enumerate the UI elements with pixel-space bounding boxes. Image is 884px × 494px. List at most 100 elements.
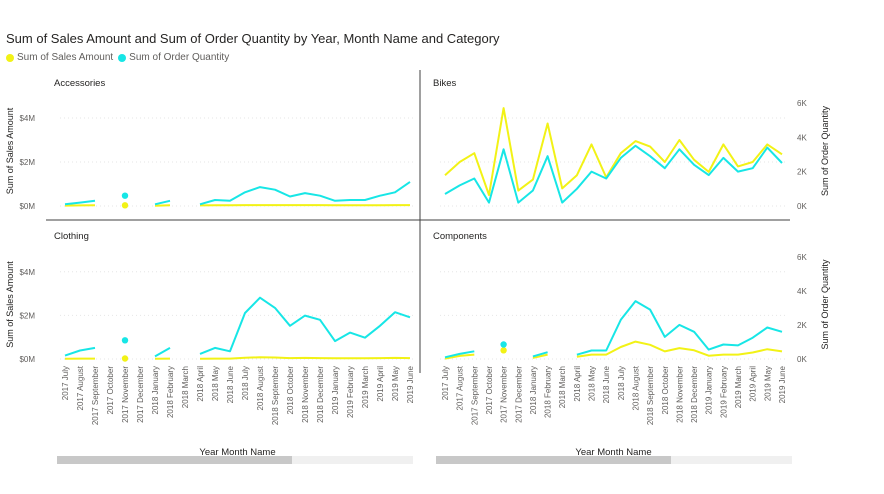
y-left-tick: $2M — [19, 158, 35, 167]
y-left-tick: $0M — [19, 355, 35, 364]
series-sales-bikes-line — [444, 107, 783, 196]
x-tick-label: 2018 August — [256, 365, 265, 410]
x-tick-label: 2018 March — [181, 366, 190, 408]
series-orders-clothing-line — [199, 296, 411, 355]
x-tick-label: 2018 October — [661, 366, 670, 415]
x-tick-label: 2019 January — [705, 366, 714, 414]
y-right-tick: 0K — [797, 355, 807, 364]
series-orders-components-line — [532, 351, 548, 358]
x-tick-label: 2017 October — [485, 366, 494, 415]
x-tick-label: 2017 August — [76, 365, 85, 410]
legend-label-orders: Sum of Order Quantity — [129, 52, 230, 63]
x-tick-label: 2019 January — [331, 366, 340, 414]
x-tick-label: 2019 April — [376, 366, 385, 402]
scrollbar-right[interactable] — [436, 456, 792, 464]
x-tick-label: 2019 June — [778, 365, 787, 403]
y-right-tick: 2K — [797, 321, 807, 330]
series-sales-components-line — [444, 353, 475, 360]
x-tick-label: 2017 September — [470, 366, 479, 425]
y-left-tick: $0M — [19, 202, 35, 211]
x-tick-label: 2018 February — [166, 366, 175, 418]
x-tick-label: 2018 May — [211, 366, 220, 401]
scrollbar-right-thumb[interactable] — [436, 456, 671, 464]
x-tick-label: 2017 November — [121, 366, 130, 423]
series-sales-components-line — [576, 340, 783, 358]
y-right-tick: 0K — [797, 202, 807, 211]
panel-title-accessories: Accessories — [54, 78, 105, 89]
y-right-tick: 6K — [797, 99, 807, 108]
series-orders-bikes-line — [444, 144, 783, 204]
series-sales-clothing-line — [199, 356, 411, 360]
legend: Sum of Sales Amount Sum of Order Quantit… — [6, 52, 234, 63]
x-tick-label: 2018 June — [226, 365, 235, 403]
x-tick-label: 2018 October — [286, 366, 295, 415]
x-tick-label: 2019 March — [734, 366, 743, 408]
x-tick-label: 2019 February — [346, 366, 355, 418]
y-left-axis-label: Sum of Sales Amount — [5, 107, 15, 194]
x-tick-label: 2017 October — [106, 366, 115, 415]
y-right-tick: 6K — [797, 253, 807, 262]
x-axis-label: Year Month Name — [575, 447, 651, 458]
x-tick-label: 2017 November — [500, 366, 509, 423]
scrollbar-left-thumb[interactable] — [57, 456, 292, 464]
x-tick-label: 2018 January — [529, 366, 538, 414]
x-tick-label: 2018 January — [151, 366, 160, 414]
x-tick-label: 2018 March — [558, 366, 567, 408]
series-orders-accessories-line — [199, 181, 411, 206]
legend-item-sales[interactable]: Sum of Sales Amount — [6, 52, 113, 63]
chart-title: Sum of Sales Amount and Sum of Order Qua… — [6, 31, 500, 46]
x-tick-label: 2018 June — [602, 365, 611, 403]
x-tick-label: 2017 September — [91, 366, 100, 425]
x-tick-label: 2018 December — [316, 366, 325, 423]
x-tick-label: 2018 July — [241, 366, 250, 400]
series-orders-components-line — [576, 300, 783, 356]
x-tick-label: 2018 May — [588, 366, 597, 401]
x-tick-label: 2019 June — [406, 365, 415, 403]
x-tick-label: 2019 April — [749, 366, 758, 402]
y-right-tick: 4K — [797, 133, 807, 142]
series-sales-accessories-point — [121, 202, 129, 209]
x-axis-label: Year Month Name — [199, 447, 275, 458]
x-tick-label: 2018 November — [301, 366, 310, 423]
x-tick-label: 2019 February — [719, 366, 728, 418]
x-tick-label: 2017 December — [514, 366, 523, 423]
x-tick-label: 2018 February — [544, 366, 553, 418]
x-tick-label: 2018 April — [196, 366, 205, 402]
series-orders-clothing-point — [121, 337, 129, 344]
y-left-tick: $4M — [19, 114, 35, 123]
series-sales-components-point — [500, 347, 507, 354]
series-sales-clothing-point — [121, 355, 129, 362]
legend-label-sales: Sum of Sales Amount — [17, 52, 114, 63]
x-tick-label: 2018 September — [646, 366, 655, 425]
series-orders-accessories-line — [64, 199, 96, 206]
series-orders-accessories-point — [121, 192, 129, 199]
scrollbar-left[interactable] — [57, 456, 413, 464]
y-right-axis-label: Sum of Order Quantity — [820, 259, 830, 350]
y-right-axis-label: Sum of Order Quantity — [820, 105, 830, 196]
legend-item-orders[interactable]: Sum of Order Quantity — [118, 52, 229, 63]
x-tick-label: 2019 March — [361, 366, 370, 408]
x-tick-label: 2019 May — [763, 366, 772, 401]
x-tick-label: 2017 July — [441, 366, 450, 400]
x-tick-label: 2017 July — [61, 366, 70, 400]
x-tick-label: 2019 May — [391, 366, 400, 401]
x-tick-label: 2018 November — [675, 366, 684, 423]
x-tick-label: 2017 December — [136, 366, 145, 423]
y-left-axis-label: Sum of Sales Amount — [5, 261, 15, 348]
series-orders-accessories-line — [154, 199, 171, 206]
x-tick-label: 2018 September — [271, 366, 280, 425]
x-tick-label: 2018 August — [631, 365, 640, 410]
y-right-tick: 4K — [797, 287, 807, 296]
panel-title-bikes: Bikes — [433, 78, 456, 89]
series-orders-clothing-line — [154, 347, 171, 358]
legend-marker-orders — [118, 53, 127, 62]
series-orders-components-point — [500, 341, 507, 348]
y-right-tick: 2K — [797, 168, 807, 177]
series-orders-components-line — [444, 350, 475, 359]
legend-marker-sales — [6, 53, 14, 62]
y-left-tick: $4M — [19, 268, 35, 277]
x-tick-label: 2018 December — [690, 366, 699, 423]
x-tick-label: 2018 April — [573, 366, 582, 402]
panel-title-components: Components — [433, 231, 487, 242]
